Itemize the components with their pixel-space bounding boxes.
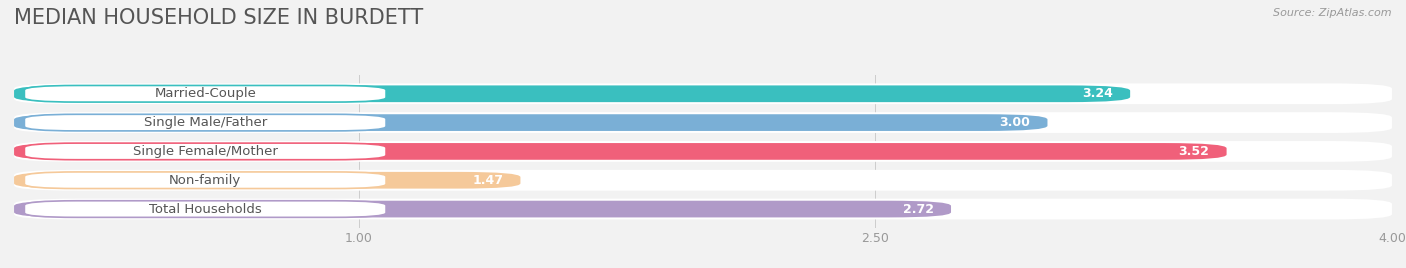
FancyBboxPatch shape [14,83,1392,104]
FancyBboxPatch shape [24,201,387,217]
FancyBboxPatch shape [14,114,1047,131]
Text: Source: ZipAtlas.com: Source: ZipAtlas.com [1274,8,1392,18]
Text: Single Male/Father: Single Male/Father [143,116,267,129]
FancyBboxPatch shape [14,199,1392,219]
FancyBboxPatch shape [24,172,387,189]
FancyBboxPatch shape [14,170,1392,191]
Text: Non-family: Non-family [169,174,242,187]
FancyBboxPatch shape [14,112,1392,133]
FancyBboxPatch shape [14,143,1226,160]
Text: 2.72: 2.72 [903,203,934,215]
Text: Single Female/Mother: Single Female/Mother [132,145,277,158]
Text: 3.00: 3.00 [1000,116,1031,129]
FancyBboxPatch shape [24,114,387,131]
FancyBboxPatch shape [14,201,950,217]
FancyBboxPatch shape [24,85,387,102]
Text: Total Households: Total Households [149,203,262,215]
FancyBboxPatch shape [14,172,520,189]
FancyBboxPatch shape [14,85,1130,102]
Text: MEDIAN HOUSEHOLD SIZE IN BURDETT: MEDIAN HOUSEHOLD SIZE IN BURDETT [14,8,423,28]
FancyBboxPatch shape [24,143,387,160]
Text: 3.52: 3.52 [1178,145,1209,158]
FancyBboxPatch shape [14,141,1392,162]
Text: Married-Couple: Married-Couple [155,87,256,100]
Text: 3.24: 3.24 [1083,87,1114,100]
Text: 1.47: 1.47 [472,174,503,187]
